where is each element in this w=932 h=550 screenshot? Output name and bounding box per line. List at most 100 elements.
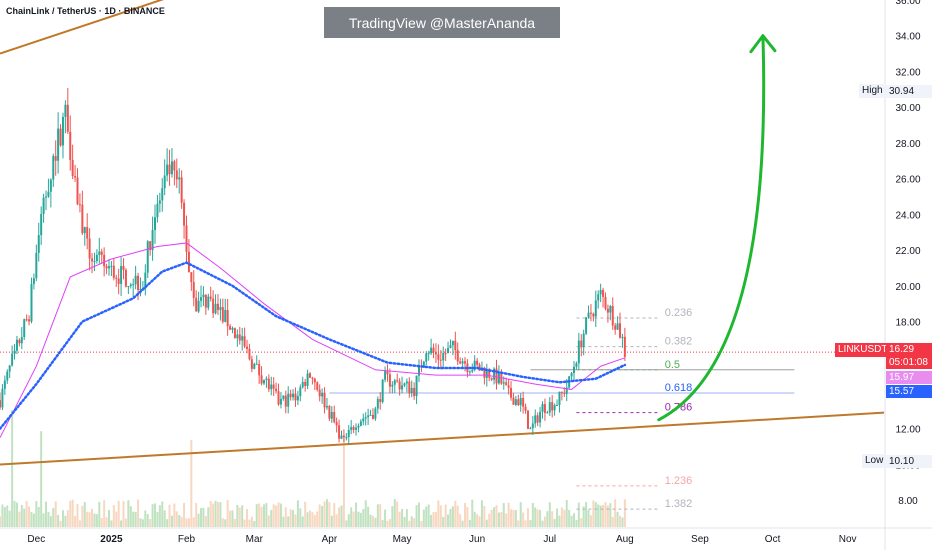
candle-body	[619, 323, 622, 338]
volume-bar	[357, 511, 360, 527]
candle-body	[572, 366, 575, 374]
candle-body	[11, 353, 14, 366]
candle-body	[250, 359, 253, 369]
volume-bar	[246, 509, 249, 527]
candle-body	[129, 284, 132, 287]
candle-body	[1, 388, 4, 408]
volume-bar	[175, 511, 178, 527]
volume-bar	[59, 520, 62, 527]
trendline	[0, 411, 885, 466]
volume-bar	[524, 520, 527, 527]
candle-body	[575, 363, 578, 367]
candle-body	[401, 385, 404, 390]
candle-body	[64, 104, 67, 117]
volume-bar	[417, 502, 420, 527]
volume-bar	[74, 516, 77, 527]
candle-body	[267, 378, 270, 390]
volume-bar	[388, 519, 391, 527]
candle-body	[289, 393, 292, 398]
volume-bar	[587, 509, 590, 527]
volume-bar	[359, 512, 362, 527]
candle-body	[52, 156, 55, 180]
candle-body	[200, 297, 203, 301]
volume-bar	[316, 511, 319, 527]
candle-body	[202, 294, 205, 298]
volume-bar	[282, 516, 285, 527]
candle-body	[430, 347, 433, 354]
candle-body	[548, 402, 551, 413]
volume-bar	[621, 517, 624, 527]
candle-body	[437, 354, 440, 360]
volume-bar	[340, 505, 343, 527]
volume-bar	[95, 514, 98, 527]
candle-body	[156, 203, 159, 218]
volume-bar	[464, 502, 467, 527]
volume-bar	[61, 510, 64, 527]
candle-body	[32, 278, 35, 285]
volume-bar	[204, 516, 207, 527]
volume-bar	[330, 515, 333, 527]
y-tick-label: 34.00	[895, 32, 920, 43]
candle-body	[316, 382, 319, 390]
y-tick-label: 20.00	[895, 282, 920, 293]
volume-bar	[367, 506, 370, 527]
volume-bar	[209, 501, 212, 527]
candle-body	[204, 294, 207, 308]
volume-bar	[115, 511, 118, 527]
volume-bar	[262, 504, 265, 527]
candle-body	[163, 175, 166, 189]
volume-bar	[592, 500, 595, 527]
candle-body	[551, 402, 554, 411]
volume-bar	[248, 519, 251, 527]
candle-body	[371, 414, 374, 419]
volume-bar	[439, 505, 442, 527]
volume-bar	[219, 502, 222, 527]
volume-bar	[362, 509, 365, 527]
fib-label: 1.382	[665, 498, 693, 510]
volume-bar	[505, 513, 508, 527]
volume-bar	[146, 514, 149, 527]
candle-body	[260, 375, 263, 384]
candle-body	[219, 307, 222, 310]
candle-body	[539, 411, 542, 423]
volume-bar	[379, 504, 382, 527]
candle-body	[461, 361, 464, 364]
candle-body	[485, 369, 488, 378]
volume-bar	[333, 503, 336, 527]
volume-bar	[602, 504, 605, 527]
candle-body	[330, 411, 333, 419]
candle-body	[355, 427, 358, 430]
candle-body	[151, 229, 154, 251]
candle-body	[318, 389, 321, 397]
candle-body	[313, 378, 316, 383]
candle-body	[37, 235, 40, 253]
volume-bar	[447, 514, 450, 527]
candle-body	[134, 275, 137, 285]
candle-body	[301, 381, 304, 388]
volume-bar	[604, 502, 607, 527]
volume-bar	[122, 501, 125, 527]
candle-body	[236, 334, 239, 339]
candle-body	[398, 381, 401, 390]
candle-body	[69, 131, 72, 160]
candle-body	[483, 367, 486, 378]
candle-body	[309, 373, 312, 378]
candle-body	[158, 200, 161, 204]
candle-body	[175, 170, 178, 180]
volume-bar	[105, 517, 108, 527]
candle-body	[30, 284, 33, 322]
candle-body	[15, 339, 18, 351]
candle-body	[277, 391, 280, 405]
volume-bar	[401, 508, 404, 527]
volume-bar	[168, 504, 171, 527]
candle-body	[122, 266, 125, 270]
candle-body	[224, 309, 227, 322]
volume-bar	[539, 509, 542, 527]
volume-bar	[480, 500, 483, 527]
y-tick-label: 36.00	[895, 0, 920, 7]
volume-bar	[405, 509, 408, 527]
candle-body	[248, 348, 251, 360]
candle-body	[512, 397, 515, 405]
candle-body	[577, 340, 580, 364]
